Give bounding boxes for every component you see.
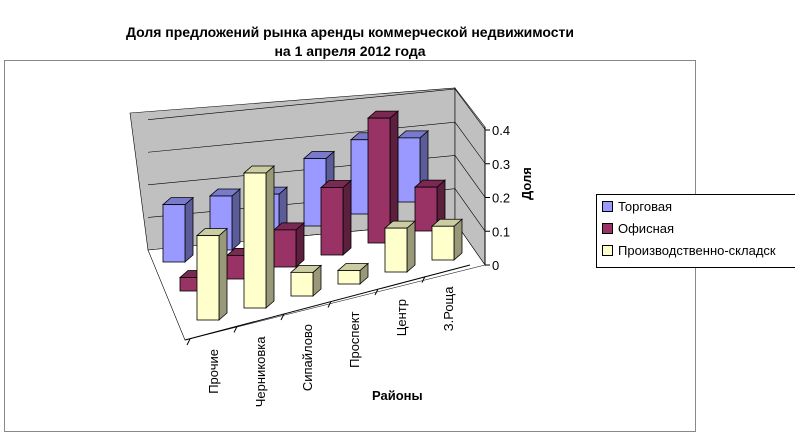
bar xyxy=(290,271,314,297)
x-tick-label: Сипайлово xyxy=(300,324,315,391)
legend-label: Торговая xyxy=(618,198,673,214)
x-axis-label: Районы xyxy=(372,388,423,403)
y-tick-label: 0.4 xyxy=(492,123,510,138)
x-tick-label: З.Роща xyxy=(441,286,456,331)
y-tick-label: 0.1 xyxy=(492,224,510,239)
legend-label: Производственно-складск xyxy=(618,242,776,258)
legend-item: Производственно-складск xyxy=(597,239,795,261)
x-tick-label: Проспект xyxy=(347,311,362,367)
bar xyxy=(367,117,391,244)
y-tick-label: 0.3 xyxy=(492,157,510,172)
bar xyxy=(431,225,455,261)
gridline xyxy=(147,121,486,164)
x-tick-label: Центр xyxy=(394,299,409,336)
x-tick xyxy=(186,338,191,346)
legend-swatch xyxy=(602,244,613,256)
bar-side xyxy=(218,227,228,321)
x-tick xyxy=(421,276,426,283)
bar xyxy=(320,187,344,256)
gridline xyxy=(147,88,486,130)
bar-side xyxy=(406,220,416,273)
x-tick xyxy=(374,288,379,296)
bar-side xyxy=(342,179,352,256)
legend: Торговая Офисная Производственно-складск xyxy=(596,194,795,268)
bar xyxy=(273,229,297,268)
chart-title-line-1: Доля предложений рынка аренды коммерческ… xyxy=(125,24,575,40)
y-tick-label: 0.2 xyxy=(492,191,510,206)
x-tick xyxy=(327,301,332,308)
bar xyxy=(196,235,220,321)
x-tick-label: Прочие xyxy=(206,349,221,394)
bar xyxy=(337,270,361,285)
legend-item: Офисная xyxy=(597,217,795,239)
x-tick-label: Черниковка xyxy=(253,336,268,408)
bar-side xyxy=(231,188,241,251)
y-axis-label: Доля xyxy=(519,167,534,200)
legend-swatch xyxy=(602,222,613,234)
legend-swatch xyxy=(602,200,613,212)
bar xyxy=(384,227,408,273)
chart-title-line-2: на 1 апреля 2012 года xyxy=(274,43,426,59)
y-tick-label: 0 xyxy=(492,258,499,273)
x-tick xyxy=(233,326,238,333)
bar-side xyxy=(265,165,275,309)
bar-side xyxy=(295,221,305,268)
x-axis-line xyxy=(184,264,471,341)
legend-label: Офисная xyxy=(618,220,675,236)
legend-item: Торговая xyxy=(597,195,795,217)
bar xyxy=(414,186,438,232)
bar xyxy=(162,204,186,263)
x-tick xyxy=(280,313,285,321)
bar xyxy=(243,172,267,309)
bar-side xyxy=(184,196,194,263)
